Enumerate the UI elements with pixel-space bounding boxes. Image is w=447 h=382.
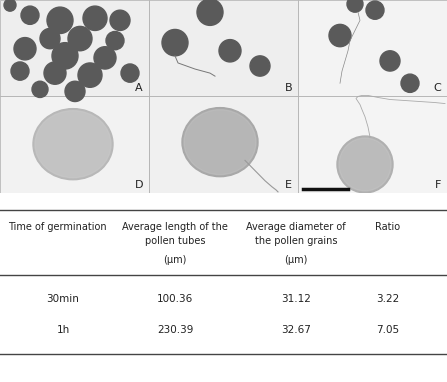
Ellipse shape [182,108,258,176]
Ellipse shape [380,51,400,71]
Text: 7.05: 7.05 [376,325,400,335]
Ellipse shape [197,0,223,25]
Ellipse shape [32,81,48,97]
Text: Time of germination: Time of germination [8,222,107,232]
Text: E: E [285,180,292,190]
Ellipse shape [250,56,270,76]
Ellipse shape [401,74,419,92]
Text: (μm): (μm) [163,255,187,265]
Ellipse shape [366,1,384,19]
Text: 31.12: 31.12 [281,294,311,304]
Bar [149,96,298,193]
Ellipse shape [219,40,241,62]
Ellipse shape [184,110,256,175]
Text: 3.22: 3.22 [376,294,400,304]
Ellipse shape [94,47,116,69]
Ellipse shape [110,10,130,31]
Text: B: B [284,83,292,94]
Bar [0,96,149,193]
Ellipse shape [347,0,363,12]
Ellipse shape [106,31,124,50]
Ellipse shape [14,37,36,60]
Text: A: A [135,83,143,94]
Text: Ratio: Ratio [375,222,401,232]
Text: Average diameter of: Average diameter of [246,222,346,232]
Ellipse shape [11,62,29,80]
Text: Average length of the: Average length of the [122,222,228,232]
Text: 100.36: 100.36 [157,294,193,304]
Ellipse shape [339,138,391,191]
Ellipse shape [329,24,351,47]
Bar [298,0,447,96]
Text: 230.39: 230.39 [157,325,193,335]
Ellipse shape [162,29,188,56]
Ellipse shape [68,26,92,51]
Text: 1h: 1h [56,325,70,335]
Ellipse shape [4,0,16,11]
Text: D: D [135,180,143,190]
Bar [298,96,447,193]
Text: F: F [434,180,441,190]
Ellipse shape [337,136,393,193]
Ellipse shape [52,43,78,69]
Bar [149,0,298,96]
Ellipse shape [33,108,113,180]
Ellipse shape [78,63,102,87]
Text: the pollen grains: the pollen grains [255,236,337,246]
Ellipse shape [44,62,66,84]
Text: 32.67: 32.67 [281,325,311,335]
Text: pollen tubes: pollen tubes [145,236,205,246]
Bar [0,0,149,96]
Text: C: C [433,83,441,94]
Ellipse shape [35,111,111,178]
Ellipse shape [21,6,39,24]
Ellipse shape [65,81,85,102]
Text: (μm): (μm) [284,255,308,265]
Ellipse shape [121,64,139,82]
Text: 30min: 30min [46,294,80,304]
Ellipse shape [83,6,107,31]
Ellipse shape [40,28,60,49]
Ellipse shape [47,7,73,34]
